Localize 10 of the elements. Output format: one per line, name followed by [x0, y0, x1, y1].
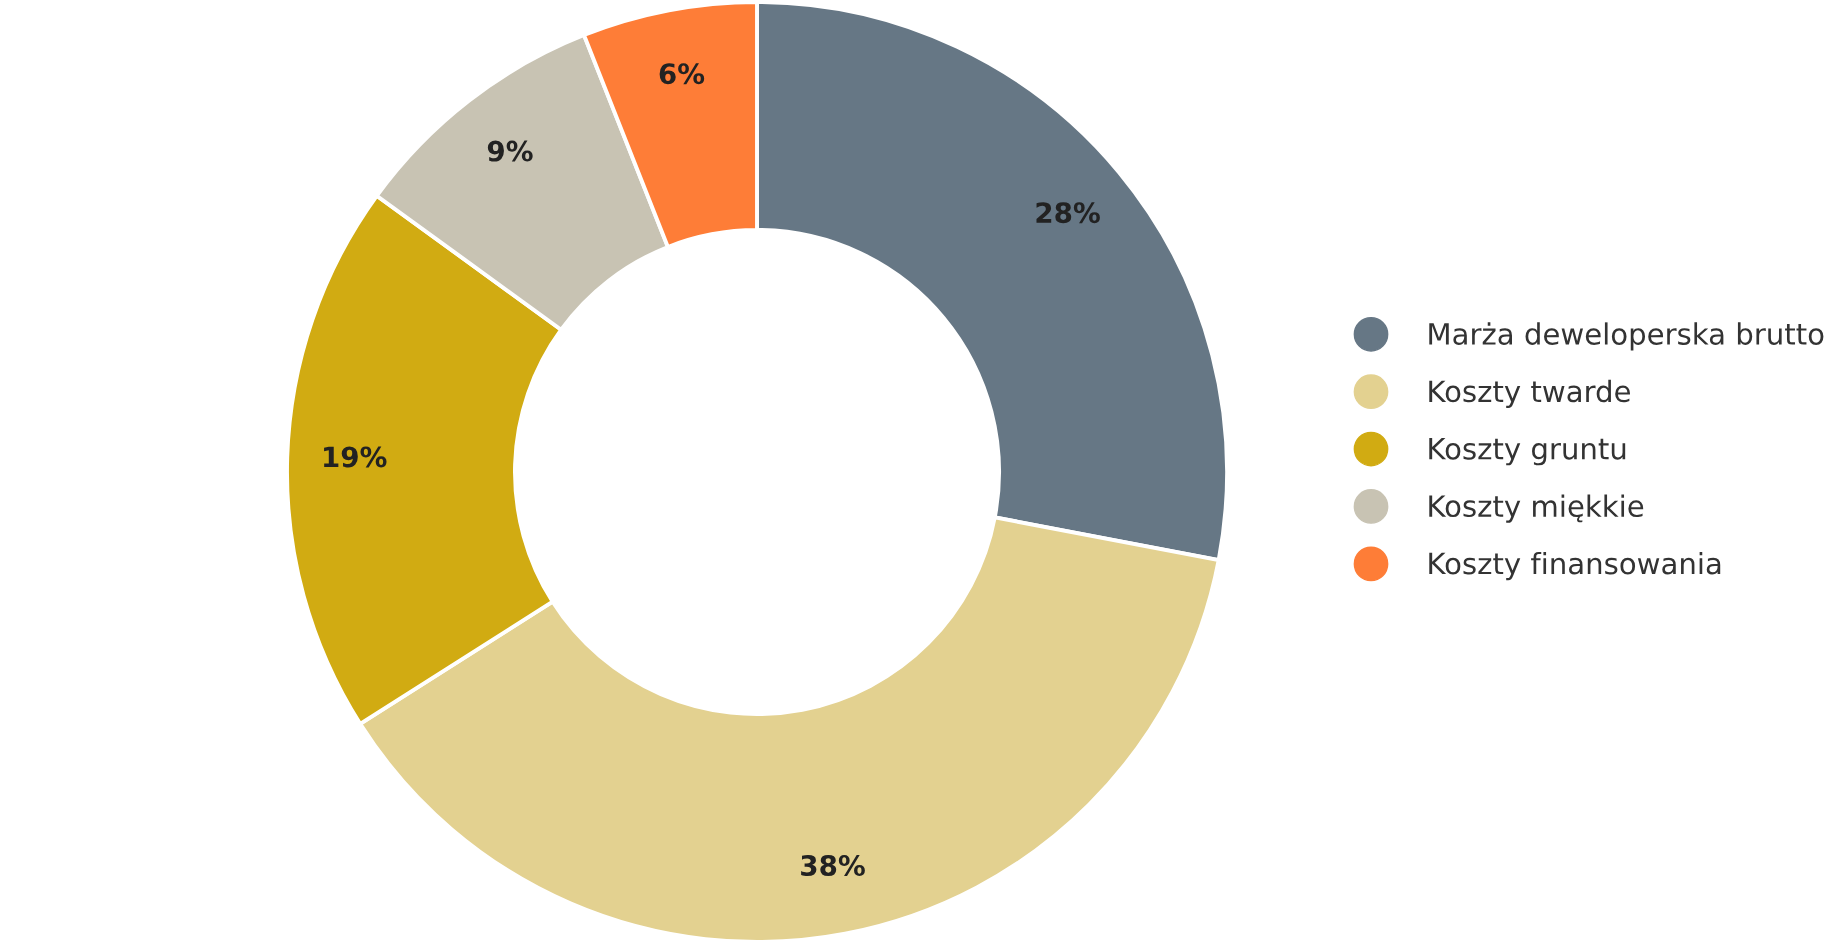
- data-label: 19%: [324, 446, 387, 468]
- legend-label: Koszty gruntu: [1429, 438, 1626, 466]
- data-label: 28%: [1036, 202, 1100, 224]
- data-label: 6%: [659, 63, 705, 85]
- legend-label: Koszty twarde: [1429, 379, 1630, 408]
- legend-label: Marża deweloperska brutto: [1429, 322, 1824, 351]
- legend-label: Koszty miękkie: [1429, 494, 1644, 523]
- data-label: 9%: [487, 140, 533, 162]
- data-label: 38%: [801, 854, 865, 876]
- legend-label: Koszty finansowania: [1429, 551, 1721, 581]
